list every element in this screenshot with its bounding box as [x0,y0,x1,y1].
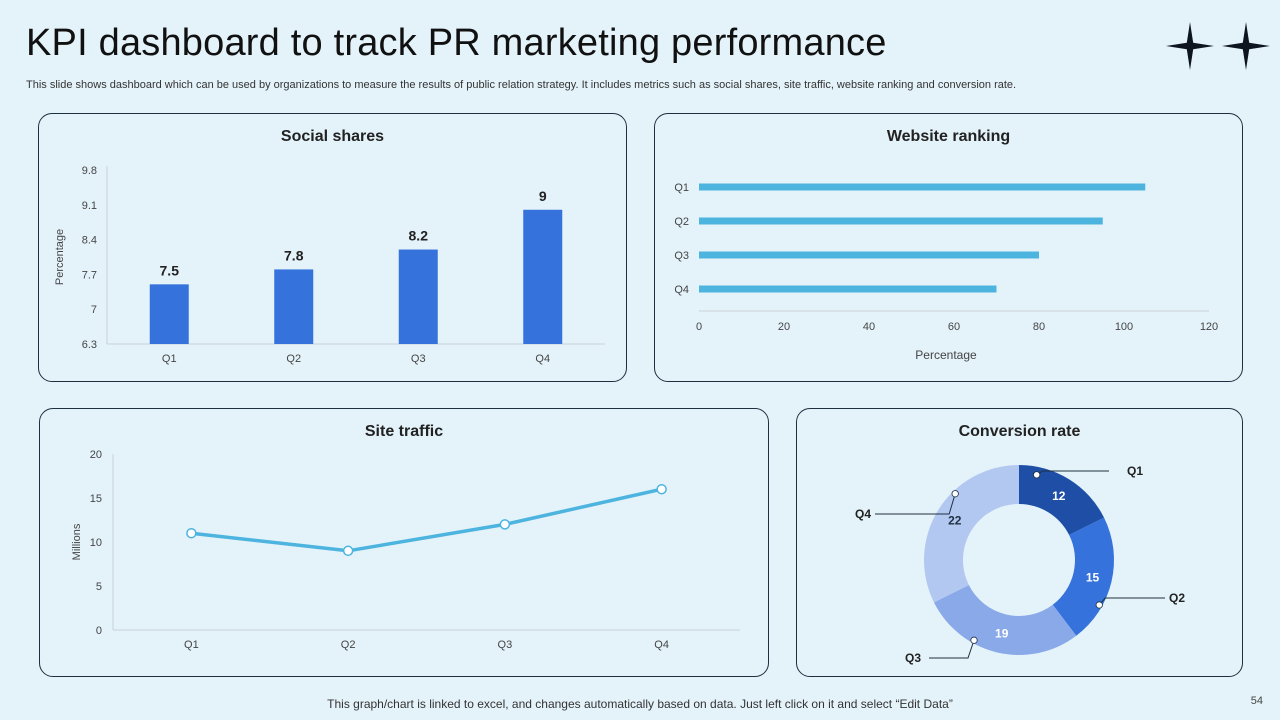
conversion-rate-panel[interactable]: Conversion rate 12 15 19 22 Q1 Q2 Q3 Q4 [796,408,1243,677]
y-tick-label: 7 [91,304,97,316]
bar [523,209,563,344]
donut-slice [924,465,1019,603]
category-label: Q3 [905,651,921,665]
y-tick-label: 20 [90,449,102,461]
page-subtitle: This slide shows dashboard which can be … [26,79,1017,91]
social-shares-chart[interactable]: 9.8 9.1 8.4 7.7 7 6.3 Percentage 7.5 Q1 7.8 Q2 8.2 Q… [39,114,628,383]
x-axis-label: Percentage [915,348,977,362]
chart-title: Website ranking [886,128,1011,145]
bar [699,183,1146,191]
x-tick-label: Q2 [286,353,301,365]
x-tick-label: Q4 [535,353,550,365]
y-axis-label: Percentage [54,229,66,285]
leader-dot [951,490,959,498]
x-tick-label: 120 [1200,321,1218,333]
leader-line [875,493,956,515]
data-label: 7.8 [284,247,304,263]
x-tick-label: 40 [863,321,875,333]
x-tick-label: Q1 [184,639,199,651]
donut-slice [1019,465,1105,536]
conversion-rate-chart[interactable]: 12 15 19 22 Q1 Q2 Q3 Q4 [797,409,1244,678]
leader-line [929,640,975,659]
y-tick-label: 9.1 [82,200,97,212]
bar [699,217,1103,225]
y-tick-label: 9.8 [82,165,97,177]
leader-dot [970,636,978,644]
y-tick-label: Q1 [674,182,689,194]
data-label: 7.5 [160,262,180,278]
data-label: 15 [1086,570,1100,584]
site-traffic-panel[interactable]: Site traffic 20 15 10 5 0 Millions Q1 Q2 Q3 Q4 [39,408,769,677]
data-label: 12 [1052,489,1066,503]
bar [149,284,189,344]
data-label: 19 [995,626,1009,640]
category-label: Q1 [1127,464,1143,478]
chart-title: Conversion rate [958,423,1081,440]
y-tick-label: 8.4 [82,235,97,247]
x-tick-label: Q2 [341,639,356,651]
data-label: 9 [539,188,547,204]
x-tick-label: Q4 [654,639,669,651]
leader-line [1098,597,1165,606]
y-tick-label: Q4 [674,284,689,296]
x-tick-label: 0 [696,321,702,333]
y-tick-label: 5 [96,581,102,593]
data-point [656,483,667,495]
series-line [191,487,663,553]
sparkle-icon [1166,22,1214,70]
data-point [499,519,511,530]
website-ranking-panel[interactable]: Website ranking 0 20 40 60 80 100 120 Percentag… [654,113,1243,382]
data-label: 8.2 [409,228,429,244]
social-shares-panel[interactable]: Social shares 9.8 9.1 8.4 7.7 7 6.3 Percentage… [38,113,627,382]
footer-note: This graph/chart is linked to excel, and… [327,697,953,711]
x-tick-label: Q3 [411,353,426,365]
data-point [186,527,197,539]
data-point [342,545,354,557]
y-tick-label: Q2 [674,216,689,228]
website-ranking-chart[interactable]: 0 20 40 60 80 100 120 Percentage Q1 Q2 Q3 Q4 [655,114,1244,383]
x-tick-label: 60 [948,321,960,333]
x-tick-label: 80 [1033,321,1045,333]
x-tick-label: Q1 [162,353,177,365]
site-traffic-chart[interactable]: 20 15 10 5 0 Millions Q1 Q2 Q3 Q4 [40,409,770,678]
bar [274,269,314,344]
chart-title: Site traffic [364,423,444,440]
bar [699,251,1039,259]
y-tick-label: 7.7 [82,269,97,281]
y-tick-label: 15 [90,493,102,505]
x-tick-label: Q3 [498,639,513,651]
bar [398,249,438,344]
data-label: 22 [948,513,962,527]
category-label: Q2 [1169,591,1185,605]
x-tick-label: 20 [778,321,790,333]
leader-dot [1095,601,1103,609]
sparkle-icon [1222,22,1270,70]
sparkle-stars-decoration [1166,22,1270,70]
x-tick-label: 100 [1115,321,1133,333]
y-tick-label: 6.3 [82,339,97,351]
chart-title: Social shares [280,128,385,145]
bar [699,285,997,293]
category-label: Q4 [855,507,871,521]
y-axis-label: Millions [71,523,83,560]
y-tick-label: 10 [90,537,102,549]
y-tick-label: 0 [96,625,102,637]
donut-slice [933,584,1077,655]
y-tick-label: Q3 [674,250,689,262]
leader-dot [1033,471,1041,479]
page-number: 54 [1250,695,1263,707]
page-title: KPI dashboard to track PR marketing perf… [26,22,887,64]
